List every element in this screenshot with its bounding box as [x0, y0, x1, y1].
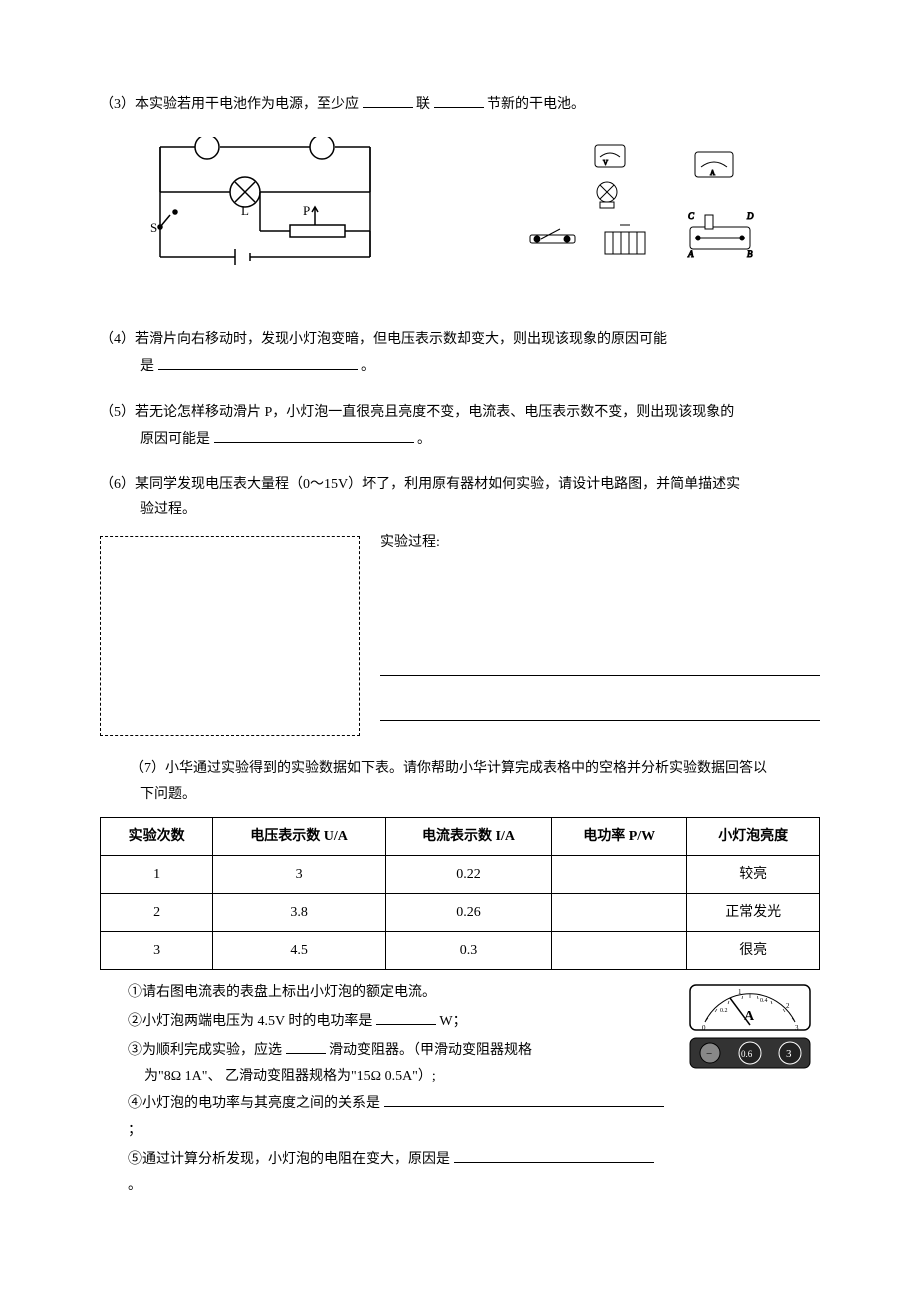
question-5: （5）若无论怎样移动滑片 P，小灯泡一直很亮且亮度不变，电流表、电压表示数不变，…	[100, 400, 820, 452]
tick-label: 0.2	[720, 1008, 728, 1014]
s5-suffix: 。	[128, 1178, 142, 1193]
circuit-label-s: S	[150, 220, 157, 235]
q4-suffix: 。	[361, 359, 375, 374]
q4-blank[interactable]	[158, 352, 358, 370]
q6-line1: （6）某同学发现电压表大量程（0～15V）坏了，利用原有器材如何实验，请设计电路…	[100, 472, 820, 497]
ammeter-range: 0.6	[741, 1049, 753, 1059]
circuit-label-p: P	[303, 203, 310, 218]
circuit-diagram: S L P	[135, 137, 395, 287]
svg-text:C: C	[688, 211, 695, 221]
ammeter-figure: 0 1 2 0.2 0.4 3 A − 0.6 3	[680, 980, 820, 1089]
sub-question-4: ④小灯泡的电功率与其亮度之间的关系是 ；	[100, 1089, 670, 1144]
sub-question-3: ③为顺利完成实验，应选 滑动变阻器。（甲滑动变阻器规格	[100, 1036, 670, 1065]
tick-label: 1	[738, 988, 742, 996]
question-4: （4）若滑片向右移动时，发现小灯泡变暗，但电压表示数却变大，则出现该现象的原因可…	[100, 327, 820, 379]
th-voltage: 电压表示数 U/A	[213, 817, 386, 855]
s3-line2: 为"8Ω 1A"、 乙滑动变阻器规格为"15Ω 0.5A"）;	[100, 1064, 670, 1089]
s5-blank[interactable]	[454, 1145, 654, 1163]
cell-blank[interactable]	[551, 932, 686, 970]
cell: 4.5	[213, 932, 386, 970]
q3-blank-1[interactable]	[363, 90, 413, 108]
svg-text:D: D	[746, 211, 754, 221]
q3-suffix: 节新的干电池。	[487, 97, 585, 112]
cell: 3	[101, 932, 213, 970]
tick-label: 0	[702, 1024, 706, 1032]
cell: 0.26	[385, 894, 551, 932]
sub-question-1: ①请右图电流表的表盘上标出小灯泡的额定电流。	[100, 980, 670, 1007]
s2-blank[interactable]	[376, 1007, 436, 1025]
th-trial: 实验次数	[101, 817, 213, 855]
question-3: （3）本实验若用干电池作为电源，至少应 联 节新的干电池。	[100, 90, 820, 117]
table-header-row: 实验次数 电压表示数 U/A 电流表示数 I/A 电功率 P/W 小灯泡亮度	[101, 817, 820, 855]
s4-prefix: ④小灯泡的电功率与其亮度之间的关系是	[128, 1096, 380, 1111]
figure-row: S L P V A	[100, 137, 820, 287]
q6-line2: 验过程。	[100, 497, 820, 522]
q6-label: 实验过程:	[380, 530, 820, 555]
cell-blank[interactable]	[551, 894, 686, 932]
s2-suffix: W；	[439, 1014, 466, 1029]
cell: 3	[213, 855, 386, 893]
th-power: 电功率 P/W	[551, 817, 686, 855]
q4-prefix: 是	[140, 359, 154, 374]
q6-answer-line-2[interactable]	[380, 701, 820, 721]
circuit-label-l: L	[241, 203, 249, 218]
s2-prefix: ②小灯泡两端电压为 4.5V 时的电功率是	[128, 1014, 372, 1029]
s3-prefix: ③为顺利完成实验，应选	[128, 1043, 282, 1058]
s4-suffix: ；	[128, 1123, 142, 1138]
cell-blank[interactable]	[551, 855, 686, 893]
ammeter-unit: A	[744, 1009, 755, 1024]
q5-blank[interactable]	[214, 425, 414, 443]
svg-text:A: A	[710, 169, 715, 177]
q5-suffix: 。	[417, 432, 431, 447]
cell: 0.3	[385, 932, 551, 970]
data-table: 实验次数 电压表示数 U/A 电流表示数 I/A 电功率 P/W 小灯泡亮度 1…	[100, 817, 820, 971]
table-row: 2 3.8 0.26 正常发光	[101, 894, 820, 932]
cell: 很亮	[687, 932, 820, 970]
s3-suffix: 滑动变阻器。（甲滑动变阻器规格	[329, 1043, 532, 1058]
svg-text:−: −	[706, 1048, 712, 1060]
tick-label: 2	[786, 1002, 790, 1010]
components-diagram: V A C D A B	[505, 137, 785, 287]
q7-line2: 下问题。	[100, 782, 820, 807]
svg-text:A: A	[687, 249, 694, 259]
cell: 0.22	[385, 855, 551, 893]
sub-question-2: ②小灯泡两端电压为 4.5V 时的电功率是 W；	[100, 1007, 670, 1036]
question-6: （6）某同学发现电压表大量程（0～15V）坏了，利用原有器材如何实验，请设计电路…	[100, 472, 820, 736]
svg-text:V: V	[603, 159, 608, 167]
sub-question-5: ⑤通过计算分析发现，小灯泡的电阻在变大，原因是 。	[100, 1145, 670, 1200]
q3-blank-2[interactable]	[434, 90, 484, 108]
s5-prefix: ⑤通过计算分析发现，小灯泡的电阻在变大，原因是	[128, 1152, 450, 1167]
th-brightness: 小灯泡亮度	[687, 817, 820, 855]
tick-label: 3	[795, 1024, 799, 1032]
question-7: （7）小华通过实验得到的实验数据如下表。请你帮助小华计算完成表格中的空格并分析实…	[100, 756, 820, 1199]
cell: 3.8	[213, 894, 386, 932]
q4-line1: （4）若滑片向右移动时，发现小灯泡变暗，但电压表示数却变大，则出现该现象的原因可…	[100, 327, 820, 352]
q5-line1: （5）若无论怎样移动滑片 P，小灯泡一直很亮且亮度不变，电流表、电压表示数不变，…	[100, 400, 820, 425]
cell: 2	[101, 894, 213, 932]
cell: 1	[101, 855, 213, 893]
th-current: 电流表示数 I/A	[385, 817, 551, 855]
q3-mid: 联	[416, 97, 430, 112]
s3-blank[interactable]	[286, 1036, 326, 1054]
cell: 正常发光	[687, 894, 820, 932]
ammeter-right: 3	[786, 1048, 792, 1060]
q7-line1: （7）小华通过实验得到的实验数据如下表。请你帮助小华计算完成表格中的空格并分析实…	[100, 756, 820, 781]
s4-blank[interactable]	[384, 1089, 664, 1107]
svg-text:B: B	[747, 249, 753, 259]
table-row: 3 4.5 0.3 很亮	[101, 932, 820, 970]
cell: 较亮	[687, 855, 820, 893]
q5-prefix: 原因可能是	[140, 432, 210, 447]
table-row: 1 3 0.22 较亮	[101, 855, 820, 893]
circuit-design-box[interactable]	[100, 536, 360, 736]
tick-label: 0.4	[760, 998, 768, 1004]
q6-answer-line-1[interactable]	[380, 656, 820, 676]
q3-prefix: （3）本实验若用干电池作为电源，至少应	[100, 97, 359, 112]
